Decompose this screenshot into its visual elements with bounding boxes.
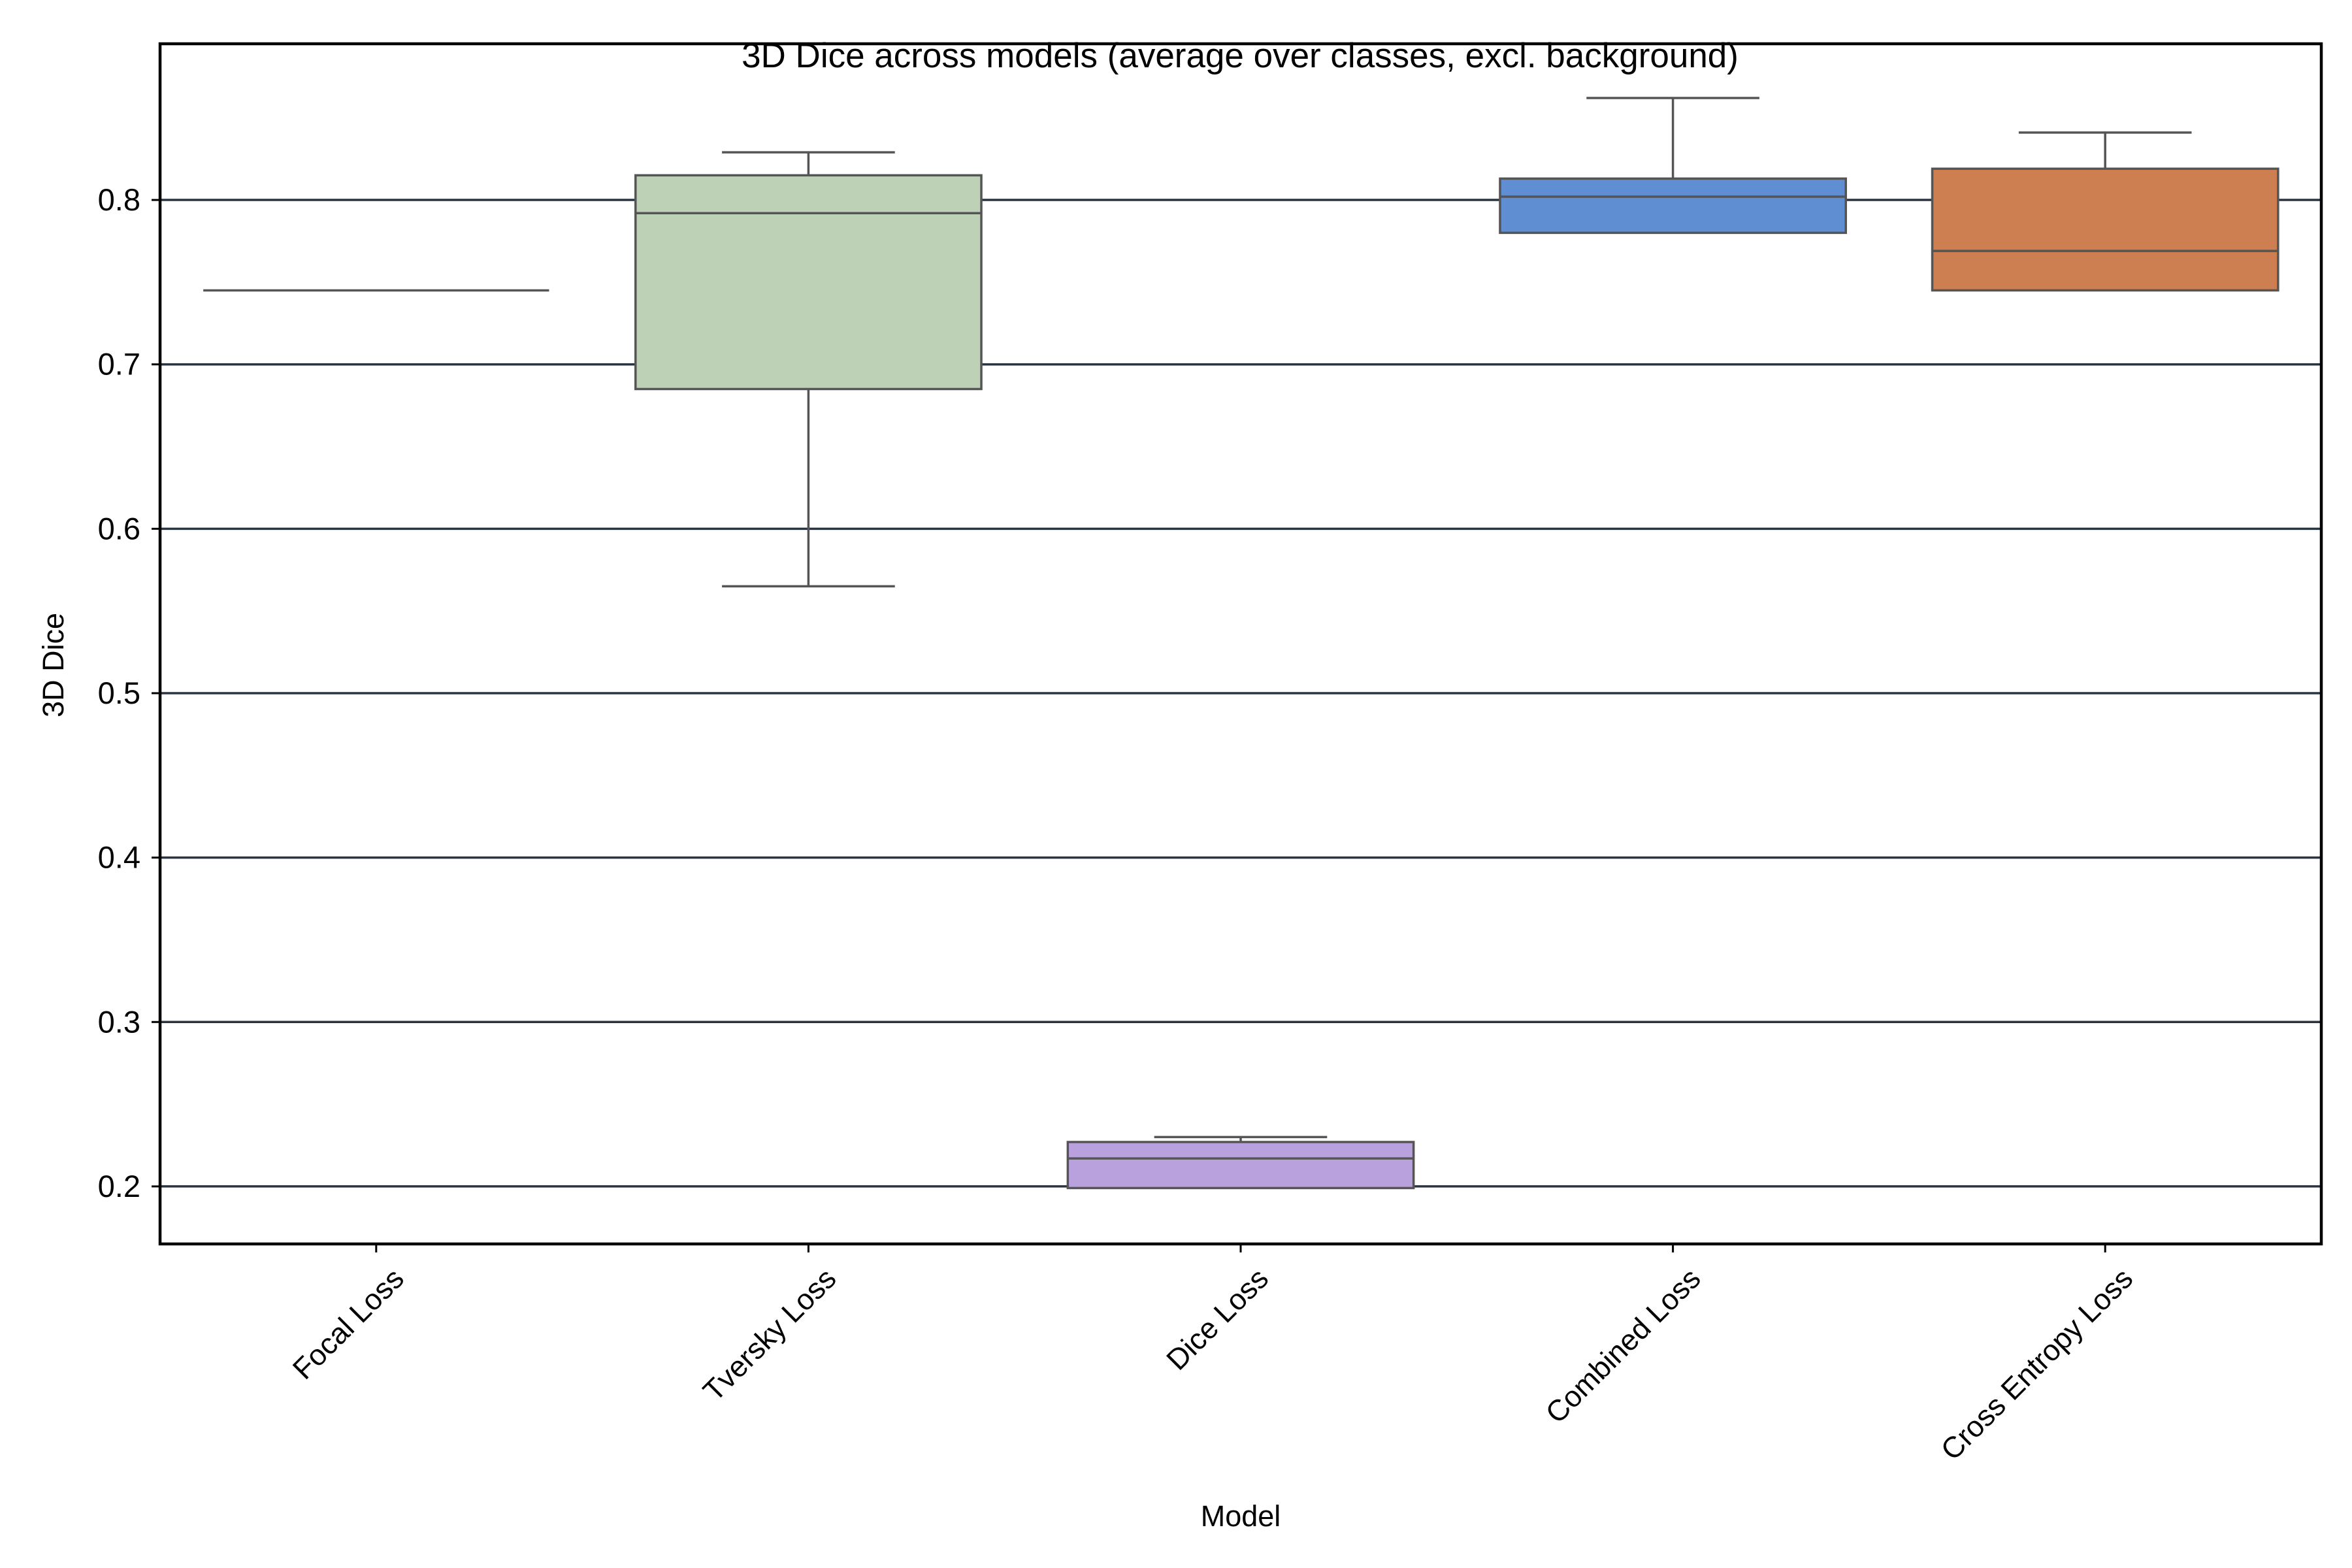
- y-tick-label: 0.4: [98, 840, 140, 875]
- y-tick-label: 0.2: [98, 1169, 140, 1203]
- box-iqr: [1066, 1141, 1415, 1190]
- box-group: [1066, 1135, 1415, 1190]
- y-tick-label: 0.5: [98, 676, 140, 710]
- box-group: [1499, 97, 1847, 235]
- box-iqr: [1931, 167, 2279, 292]
- y-axis-label: 3D Dice: [37, 613, 70, 717]
- y-axis-ticks: 0.2 0.3 0.4 0.5 0.6 0.7 0.8: [98, 182, 160, 1203]
- box-iqr: [1499, 177, 1847, 235]
- box-group: [1931, 131, 2279, 292]
- y-tick-label: 0.3: [98, 1004, 140, 1039]
- box-series: [203, 97, 2279, 1190]
- y-tick-label: 0.7: [98, 347, 140, 382]
- y-tick-label: 0.8: [98, 182, 140, 217]
- y-tick-label: 0.6: [98, 511, 140, 546]
- x-axis-label: Model: [1201, 1499, 1281, 1533]
- box-iqr: [634, 174, 983, 391]
- box-group: [634, 151, 983, 588]
